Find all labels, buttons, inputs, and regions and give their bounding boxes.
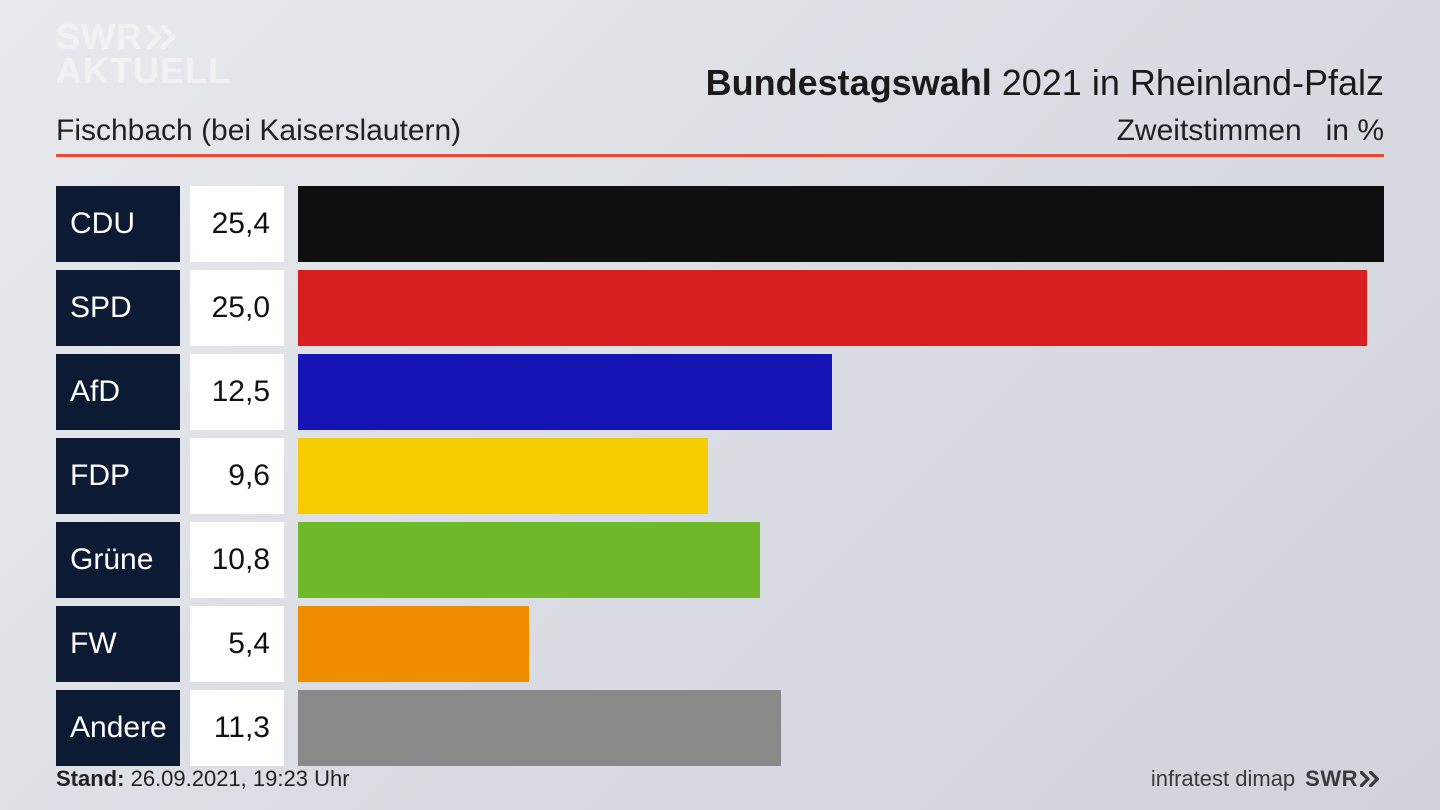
stand-info: Stand: 26.09.2021, 19:23 Uhr (56, 766, 350, 792)
bar-track (298, 186, 1384, 262)
party-label: FW (56, 606, 180, 682)
stand-value: 26.09.2021, 19:23 Uhr (131, 766, 350, 791)
party-value: 5,4 (190, 606, 284, 682)
source-text: infratest dimap (1151, 766, 1295, 792)
metric-main: Zweitstimmen (1117, 114, 1302, 147)
bar-chart: CDU25,4SPD25,0AfD12,5FDP9,6Grüne10,8FW5,… (56, 186, 1384, 774)
chart-row: SPD25,0 (56, 270, 1384, 346)
bar (298, 270, 1367, 346)
party-label: SPD (56, 270, 180, 346)
bar-track (298, 438, 1384, 514)
chart-container: SWR AKTUELL Bundestagswahl 2021 in Rhein… (0, 0, 1440, 810)
bar-track (298, 270, 1384, 346)
chart-row: Grüne10,8 (56, 522, 1384, 598)
stand-label: Stand: (56, 766, 124, 791)
metric-unit: in % (1326, 114, 1384, 147)
bar-track (298, 354, 1384, 430)
party-value: 12,5 (190, 354, 284, 430)
party-value: 9,6 (190, 438, 284, 514)
party-value: 25,4 (190, 186, 284, 262)
chevrons-icon (1360, 771, 1384, 787)
logo-line1: SWR (56, 20, 143, 54)
footer: Stand: 26.09.2021, 19:23 Uhr infratest d… (56, 766, 1384, 792)
bar (298, 354, 832, 430)
broadcaster-logo: SWR AKTUELL (56, 20, 231, 88)
chart-row: FW5,4 (56, 606, 1384, 682)
bar-track (298, 606, 1384, 682)
title-bold: Bundestagswahl (706, 62, 992, 103)
chart-row: FDP9,6 (56, 438, 1384, 514)
party-value: 11,3 (190, 690, 284, 766)
bar (298, 606, 529, 682)
party-label: CDU (56, 186, 180, 262)
swr-mini-text: SWR (1305, 766, 1358, 792)
location-name: Fischbach (bei Kaiserslautern) (56, 114, 461, 148)
chart-row: AfD12,5 (56, 354, 1384, 430)
title-light: 2021 in Rheinland-Pfalz (992, 62, 1384, 103)
chevrons-icon (147, 25, 183, 49)
party-value: 25,0 (190, 270, 284, 346)
swr-mini-logo: SWR (1305, 766, 1384, 792)
party-label: Andere (56, 690, 180, 766)
logo-line2: AKTUELL (56, 54, 231, 88)
bar (298, 690, 781, 766)
bar (298, 186, 1384, 262)
page-title: Bundestagswahl 2021 in Rheinland-Pfalz (706, 62, 1384, 104)
party-value: 10,8 (190, 522, 284, 598)
subheader: Fischbach (bei Kaiserslautern) Zweitstim… (56, 114, 1384, 157)
metric-label: Zweitstimmen in % (1117, 114, 1384, 148)
bar (298, 438, 708, 514)
party-label: FDP (56, 438, 180, 514)
chart-row: Andere11,3 (56, 690, 1384, 766)
chart-row: CDU25,4 (56, 186, 1384, 262)
source-info: infratest dimap SWR (1151, 766, 1384, 792)
party-label: Grüne (56, 522, 180, 598)
bar-track (298, 522, 1384, 598)
bar (298, 522, 760, 598)
bar-track (298, 690, 1384, 766)
party-label: AfD (56, 354, 180, 430)
